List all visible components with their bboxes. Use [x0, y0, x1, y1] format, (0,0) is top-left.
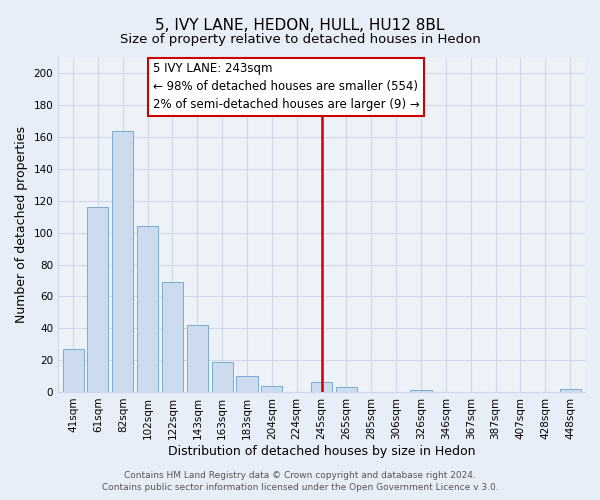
X-axis label: Distribution of detached houses by size in Hedon: Distribution of detached houses by size … [168, 444, 475, 458]
Bar [336, 387, 357, 392]
Text: 5 IVY LANE: 243sqm
← 98% of detached houses are smaller (554)
2% of semi-detache: 5 IVY LANE: 243sqm ← 98% of detached hou… [152, 62, 419, 112]
Text: 5, IVY LANE, HEDON, HULL, HU12 8BL: 5, IVY LANE, HEDON, HULL, HU12 8BL [155, 18, 445, 32]
Bar [112, 131, 133, 392]
Text: Contains HM Land Registry data © Crown copyright and database right 2024.
Contai: Contains HM Land Registry data © Crown c… [101, 471, 499, 492]
Bar [236, 376, 257, 392]
Bar [62, 349, 83, 392]
Bar [88, 207, 109, 392]
Bar [212, 362, 233, 392]
Bar [187, 325, 208, 392]
Bar [137, 226, 158, 392]
Text: Size of property relative to detached houses in Hedon: Size of property relative to detached ho… [119, 32, 481, 46]
Bar [162, 282, 183, 392]
Y-axis label: Number of detached properties: Number of detached properties [15, 126, 28, 323]
Bar [311, 382, 332, 392]
Bar [410, 390, 431, 392]
Bar [262, 386, 283, 392]
Bar [560, 389, 581, 392]
